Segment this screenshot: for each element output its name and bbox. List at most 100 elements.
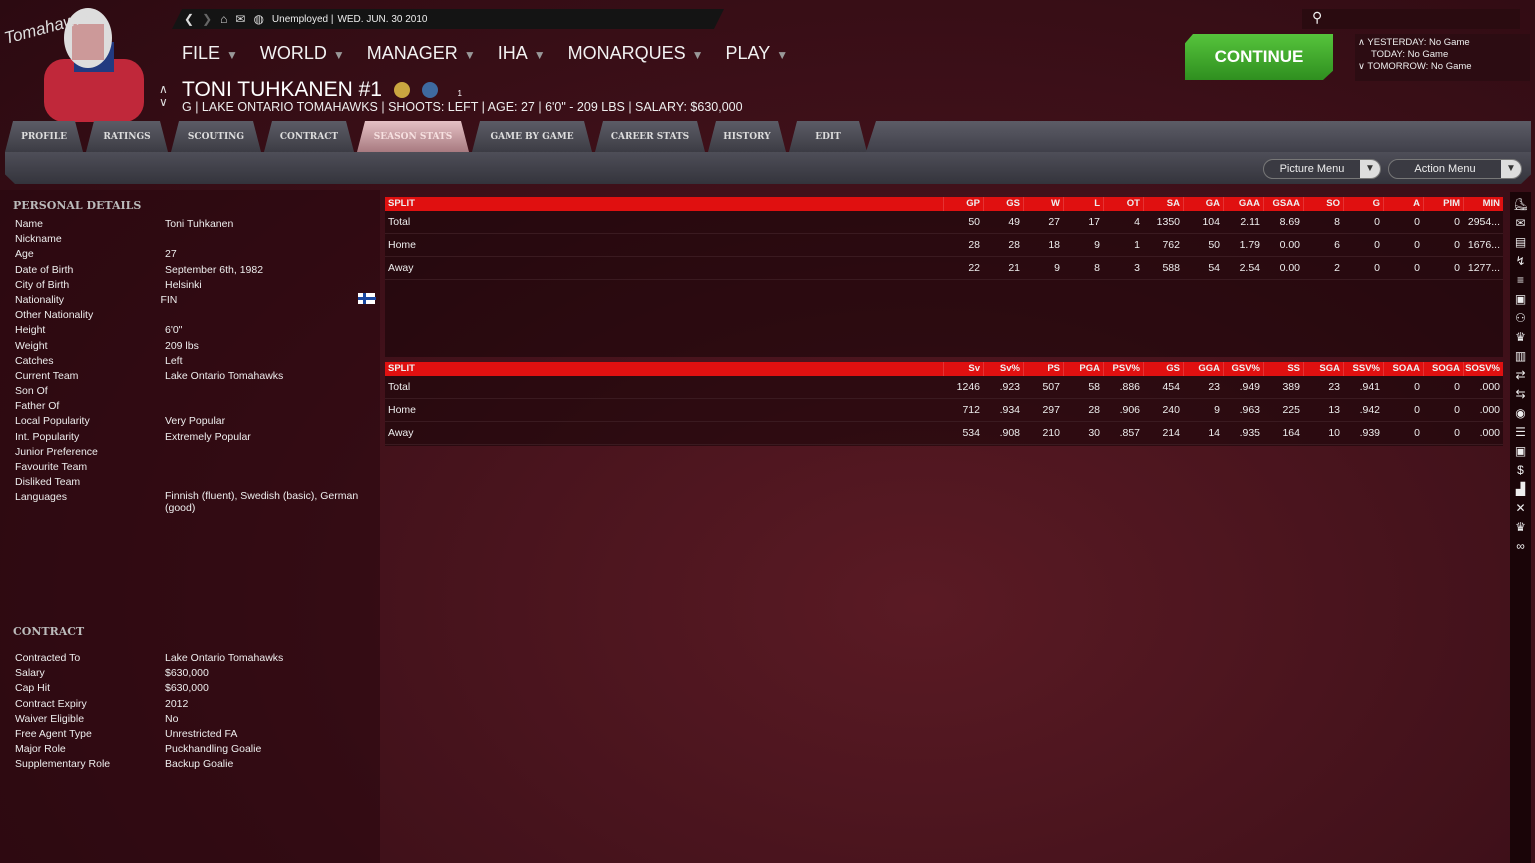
home-icon[interactable]: ⌂ (220, 12, 228, 26)
menu-world[interactable]: WORLD ▼ (259, 43, 345, 63)
mail-icon[interactable]: ✉ (1515, 216, 1526, 230)
transfer-icon[interactable]: ⇄ (1515, 368, 1526, 382)
next-player-icon[interactable]: ∨ (159, 95, 168, 109)
chart-icon[interactable]: ▟ (1515, 482, 1526, 496)
column-header[interactable]: A (1383, 197, 1423, 211)
column-header[interactable]: Sv% (983, 362, 1023, 376)
top-bar: ❮ ❯ ⌂ ✉ ◍ Unemployed | WED. JUN. 30 2010 (172, 9, 724, 29)
tab-profile[interactable]: PROFILE (5, 121, 83, 152)
column-header[interactable]: PS (1023, 362, 1063, 376)
column-header[interactable]: SOSV% (1463, 362, 1503, 376)
yesterday-game: YESTERDAY: No Game (1367, 37, 1470, 48)
detail-value[interactable]: Lake Ontario Tomahawks (165, 652, 284, 664)
table-cell: 6 (1334, 239, 1340, 251)
dollar-icon[interactable]: $ (1517, 463, 1524, 477)
column-header[interactable]: SA (1143, 197, 1183, 211)
sticks-icon[interactable]: ✕ (1515, 501, 1526, 515)
rink-icon[interactable]: ▣ (1514, 292, 1527, 306)
clipboard-icon[interactable]: ▤ (1514, 235, 1527, 249)
picture-menu-dropdown[interactable]: Picture Menu ▼ (1263, 159, 1381, 179)
table-cell: .923 (999, 381, 1020, 393)
mail-icon[interactable]: ✉ (235, 12, 246, 26)
detail-value: 27 (165, 248, 177, 261)
forward-icon[interactable]: ❯ (202, 12, 213, 26)
rink2-icon[interactable]: ▣ (1514, 444, 1527, 458)
tab-contract[interactable]: CONTRACT (264, 121, 354, 152)
table-row[interactable]: Home 712 .934 297 28 .906 240 9 .963 225 13 .942 0 0.… (385, 399, 1503, 422)
table-row[interactable]: Home 28 28 18 9 1 762 50 1.79 0.00 6 0 0 0 1676... (385, 234, 1503, 257)
column-header[interactable]: W (1023, 197, 1063, 211)
table-cell: .000 (1479, 427, 1500, 439)
column-header[interactable]: L (1063, 197, 1103, 211)
detail-row: Free Agent Type Unrestricted FA (15, 727, 375, 742)
search-box[interactable]: ⚲ (1302, 9, 1520, 29)
table-row[interactable]: Total 50 49 27 17 4 1350 104 2.11 8.69 8 0 0 0 2954... (385, 211, 1503, 234)
column-header[interactable]: PSV% (1103, 362, 1143, 376)
doc-icon[interactable]: ▥ (1514, 349, 1527, 363)
action-menu-dropdown[interactable]: Action Menu ▼ (1388, 159, 1522, 179)
column-header[interactable]: GSV% (1223, 362, 1263, 376)
list-icon[interactable]: ≡ (1516, 273, 1524, 287)
table-row[interactable]: Total 1246 .923 507 58 .886 454 23 .949 389 23 .941… (385, 376, 1503, 399)
tab-edit[interactable]: EDIT (789, 121, 867, 152)
table-row[interactable]: Away 22 21 9 8 3 588 54 2.54 0.00 2 0 0 0 1277... (385, 257, 1503, 280)
menu-file[interactable]: FILE ▼ (182, 43, 238, 63)
tab-scouting[interactable]: SCOUTING (171, 121, 261, 152)
league-icon[interactable]: ◉ (1515, 406, 1526, 420)
tab-game-by-game[interactable]: GAME BY GAME (472, 121, 592, 152)
tab-history[interactable]: HISTORY (708, 121, 786, 152)
column-header[interactable]: SGA (1303, 362, 1343, 376)
table-row[interactable]: Away 534 .908 210 30 .857 214 14 .935 164 10 .939 0 0… (385, 422, 1503, 445)
player-icon[interactable]: ⛸ (1512, 197, 1529, 211)
search-icon[interactable]: ⚲ (1312, 9, 1323, 25)
detail-value[interactable]: Lake Ontario Tomahawks (165, 369, 284, 382)
binoculars-icon[interactable]: ∞ (1516, 539, 1525, 553)
column-header[interactable]: GS (983, 197, 1023, 211)
menu-play[interactable]: PLAY ▼ (725, 43, 789, 63)
split-label: Home (388, 239, 417, 251)
menu-iha[interactable]: IHA ▼ (497, 43, 546, 63)
menu-manager[interactable]: MANAGER ▼ (366, 43, 476, 63)
column-header[interactable]: SS (1263, 362, 1303, 376)
column-header[interactable]: SOAA (1383, 362, 1423, 376)
column-header[interactable]: GP (943, 197, 983, 211)
people-icon[interactable]: ⚇ (1515, 311, 1526, 325)
list2-icon[interactable]: ☰ (1515, 425, 1526, 439)
previous-player-icon[interactable]: ∧ (159, 82, 168, 96)
column-header[interactable]: SPLIT (388, 363, 415, 374)
down-icon[interactable]: ∨ (1358, 61, 1368, 72)
tab-season-stats[interactable]: SEASON STATS (357, 121, 469, 152)
tab-ratings[interactable]: RATINGS (86, 121, 168, 152)
back-icon[interactable]: ❮ (184, 12, 195, 26)
column-header[interactable]: GSAA (1263, 197, 1303, 211)
continue-button[interactable]: CONTINUE (1185, 34, 1333, 80)
column-header[interactable]: PGA (1063, 362, 1103, 376)
stick-icon[interactable]: ↯ (1515, 254, 1526, 268)
trophy-icon[interactable]: ♛ (1515, 330, 1526, 344)
globe-icon[interactable]: ◍ (253, 12, 264, 26)
up-icon[interactable]: ∧ (1358, 37, 1368, 48)
detail-value: $630,000 (165, 682, 209, 695)
column-header[interactable]: MIN (1463, 197, 1503, 211)
column-header[interactable]: GGA (1183, 362, 1223, 376)
column-header[interactable]: GS (1143, 362, 1183, 376)
detail-row: Cap Hit $630,000 (15, 681, 375, 696)
column-header[interactable]: SO (1303, 197, 1343, 211)
trophy2-icon[interactable]: ♛ (1515, 520, 1526, 534)
menu-monarques[interactable]: MONARQUES ▼ (567, 43, 704, 63)
column-header[interactable]: SSV% (1343, 362, 1383, 376)
column-header[interactable]: Sv (943, 362, 983, 376)
column-header[interactable]: GA (1183, 197, 1223, 211)
detail-value[interactable]: FIN (160, 293, 178, 306)
column-header[interactable]: PIM (1423, 197, 1463, 211)
column-header[interactable]: SPLIT (388, 198, 415, 209)
league-badge-icon[interactable] (421, 82, 438, 99)
column-header[interactable]: G (1343, 197, 1383, 211)
swap-icon[interactable]: ⇆ (1515, 387, 1526, 401)
award-badge-icon[interactable] (393, 82, 410, 99)
tab-career-stats[interactable]: CAREER STATS (595, 121, 705, 152)
column-header[interactable]: SOGA (1423, 362, 1463, 376)
column-header[interactable]: GAA (1223, 197, 1263, 211)
column-header[interactable]: OT (1103, 197, 1143, 211)
detail-label: Languages (15, 491, 67, 504)
